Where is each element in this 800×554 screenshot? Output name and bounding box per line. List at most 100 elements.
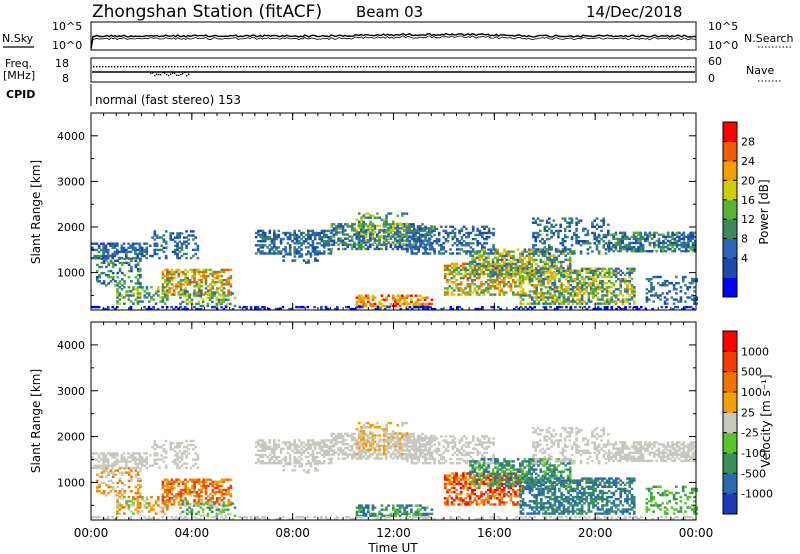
power-cell: [437, 252, 441, 255]
power-cell: [400, 247, 404, 251]
power-cell: [350, 245, 354, 249]
power-cell: [546, 296, 550, 299]
power-cell: [482, 266, 486, 270]
nave-point: [210, 66, 212, 68]
power-cell: [284, 253, 288, 256]
velocity-cell: [182, 493, 185, 496]
velocity-cell: [129, 510, 133, 513]
power-cell: [541, 250, 545, 253]
power-cell: [500, 272, 504, 276]
power-cell: [373, 247, 377, 251]
velocity-cell: [129, 500, 133, 503]
power-cell: [295, 248, 299, 251]
power-cell: [514, 269, 518, 272]
power-cell: [220, 270, 224, 274]
power-cell: [475, 276, 479, 280]
power-cell: [571, 279, 575, 283]
power-cell: [229, 302, 232, 306]
power-cell: [337, 247, 340, 251]
power-cell: [546, 269, 550, 272]
velocity-cell: [259, 445, 262, 448]
velocity-cell: [168, 480, 171, 483]
velocity-cell: [268, 439, 272, 442]
power-cell: [689, 237, 692, 241]
power-cell: [220, 279, 224, 282]
velocity-cell: [209, 499, 212, 502]
velocity-cell: [131, 458, 135, 461]
velocity-cell: [183, 502, 187, 505]
power-cell: [671, 243, 674, 247]
velocity-cell: [139, 477, 142, 480]
power-cell: [295, 235, 299, 239]
power-cell: [502, 268, 506, 272]
velocity-cell: [118, 512, 122, 515]
velocity-cell: [227, 488, 230, 492]
power-cell: [570, 237, 574, 241]
power-cell: [600, 237, 603, 241]
power-cell: [603, 300, 607, 303]
power-cell: [437, 240, 441, 243]
nave-point: [618, 66, 620, 68]
velocity-cell: [293, 457, 296, 461]
power-cell: [660, 248, 663, 251]
power-cell: [563, 235, 567, 239]
power-cell: [166, 279, 169, 282]
velocity-cell: [218, 488, 221, 492]
power-cell: [639, 241, 643, 245]
power-cell: [519, 302, 523, 305]
power-cell: [596, 296, 600, 299]
power-cell: [419, 298, 422, 301]
power-cell: [542, 294, 545, 297]
power-cell: [451, 231, 455, 235]
power-cell: [396, 241, 399, 244]
power-cell: [197, 287, 201, 290]
velocity-cell: [95, 464, 99, 467]
power-cell: [496, 272, 499, 276]
noise-panel-frame: [90, 21, 697, 51]
power-cell: [595, 248, 599, 251]
power-cell: [473, 258, 477, 262]
power-cell: [209, 268, 212, 272]
power-cell: [585, 302, 588, 305]
power-cell: [516, 293, 520, 296]
velocity-cell: [288, 457, 292, 461]
power-cell: [180, 232, 184, 235]
power-cell: [498, 285, 501, 288]
power-cell: [218, 293, 221, 296]
power-cell: [580, 284, 584, 287]
power-cell: [202, 293, 205, 296]
power-cell: [227, 281, 230, 284]
power-cell: [540, 294, 543, 297]
power-cell: [382, 223, 386, 226]
power-cell: [560, 282, 563, 285]
power-cell: [648, 241, 652, 245]
power-cell: [186, 290, 189, 293]
power-cell: [552, 225, 556, 228]
power-cell: [587, 296, 591, 299]
power-cell: [409, 235, 413, 238]
power-cell: [471, 260, 474, 264]
power-cell: [521, 271, 524, 274]
velocity-cell: [166, 504, 169, 507]
power-cell: [229, 285, 233, 288]
power-cell: [671, 250, 674, 253]
power-cell: [595, 235, 599, 239]
nave-point: [498, 66, 500, 68]
power-cell: [633, 294, 636, 297]
power-cell: [647, 298, 651, 301]
velocity-cell: [211, 484, 215, 488]
power-cell: [540, 282, 543, 285]
power-cell: [449, 305, 453, 309]
power-cell: [401, 294, 404, 297]
power-cell: [624, 305, 627, 309]
power-cell: [207, 274, 210, 278]
power-cell: [304, 240, 308, 243]
power-cell: [120, 288, 124, 291]
nave-point: [315, 66, 317, 68]
power-cell: [195, 307, 198, 311]
power-cell: [419, 294, 422, 297]
power-cell: [385, 220, 388, 223]
power-cell: [672, 298, 676, 301]
power-cell: [388, 305, 391, 309]
power-cell: [392, 294, 395, 297]
